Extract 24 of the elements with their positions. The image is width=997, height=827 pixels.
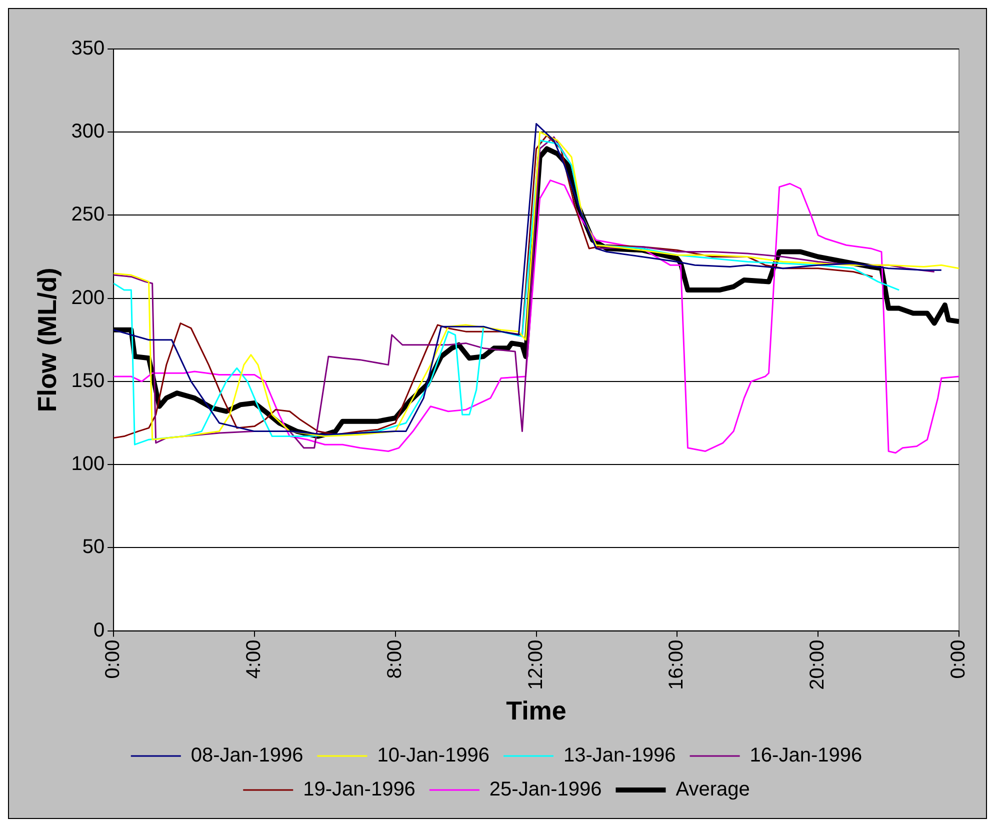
x-tick-label: 16:00 bbox=[666, 640, 688, 690]
x-tick-label: 0:00 bbox=[948, 640, 970, 679]
x-tick-label: 0:00 bbox=[102, 640, 124, 679]
legend-label: 19-Jan-1996 bbox=[303, 778, 416, 801]
y-tick-label: 250 bbox=[71, 204, 105, 226]
legend-label: 08-Jan-1996 bbox=[190, 744, 304, 767]
x-tick-label: 20:00 bbox=[806, 640, 829, 690]
x-tick-label: 4:00 bbox=[242, 640, 265, 679]
legend-label: Average bbox=[676, 778, 750, 801]
y-axis-title: Flow (ML/d) bbox=[32, 268, 62, 412]
y-tick-label: 100 bbox=[71, 453, 105, 476]
y-tick-label: 350 bbox=[71, 38, 105, 60]
y-tick-label: 0 bbox=[93, 619, 105, 642]
legend-label: 16-Jan-1996 bbox=[750, 744, 862, 767]
x-tick-label: 12:00 bbox=[524, 640, 547, 690]
y-tick-label: 200 bbox=[71, 286, 105, 309]
y-tick-label: 50 bbox=[82, 536, 105, 558]
y-tick-label: 150 bbox=[71, 370, 105, 392]
legend-label: 10-Jan-1996 bbox=[377, 744, 490, 767]
x-axis-title: Time bbox=[506, 696, 566, 726]
x-tick-label: 8:00 bbox=[384, 640, 406, 679]
legend-label: 13-Jan-1996 bbox=[564, 744, 676, 767]
y-tick-label: 300 bbox=[71, 120, 105, 143]
legend-label: 25-Jan-1996 bbox=[489, 778, 602, 801]
